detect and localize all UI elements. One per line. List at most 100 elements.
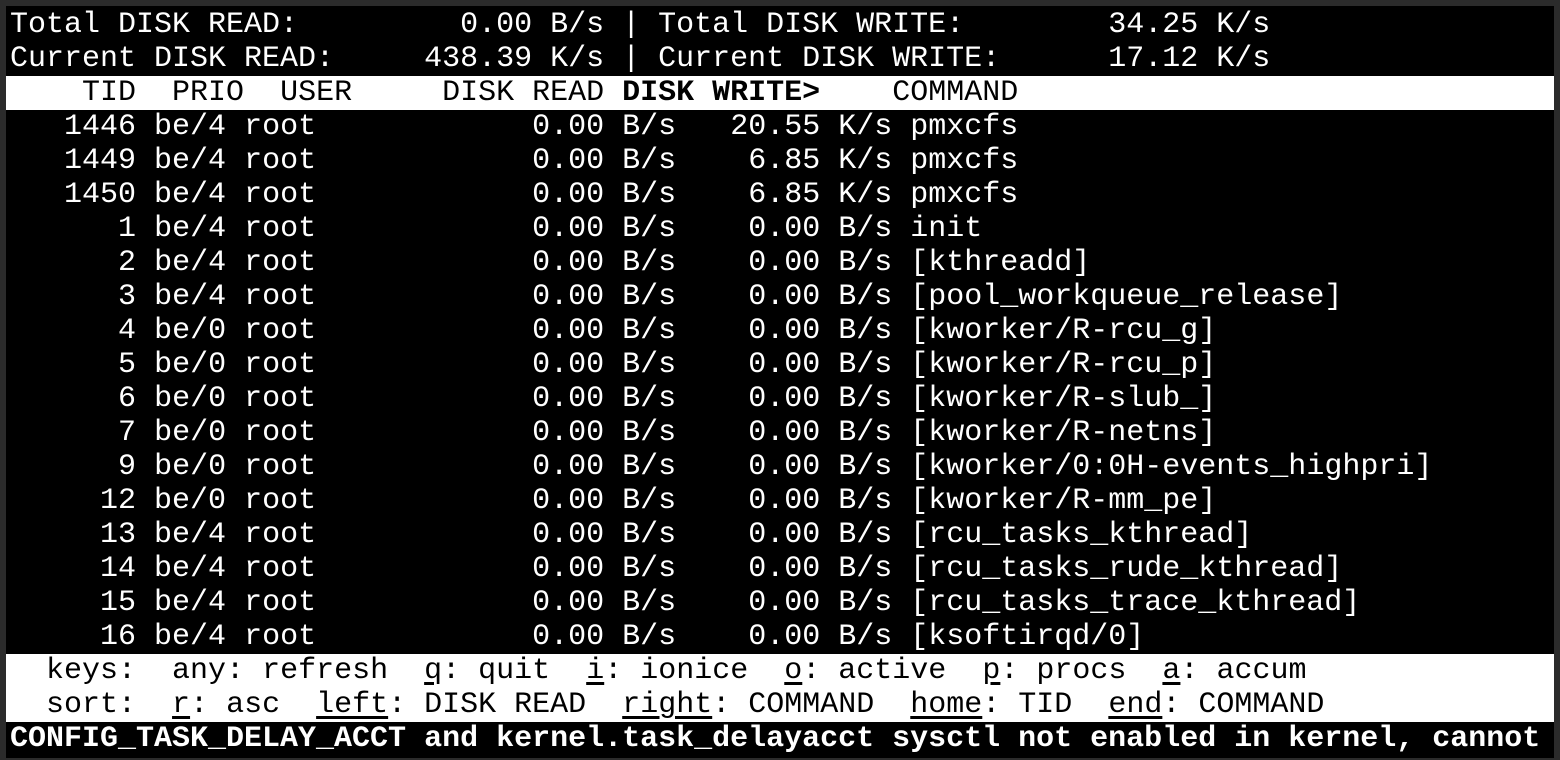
row-command: [kworker/R-mm_pe]	[910, 484, 1217, 518]
hotkey-right[interactable]: right	[622, 688, 713, 722]
process-row: 2 be/4 root 0.00 B/s 0.00 B/s [kthreadd]	[10, 246, 1554, 280]
hotkey-left[interactable]: left	[316, 688, 389, 722]
row-command: [rcu_tasks_kthread]	[910, 518, 1253, 552]
current-write-label: Current DISK WRITE:	[658, 42, 1001, 76]
hotkey-left-action: DISK READ	[424, 688, 587, 722]
process-row: 12 be/0 root 0.00 B/s 0.00 B/s [kworker/…	[10, 484, 1554, 518]
current-read-value: 438.39 K/s	[424, 42, 605, 76]
row-command: pmxcfs	[910, 178, 1019, 212]
row-disk-write: 0.00 B/s	[748, 450, 893, 484]
row-disk-read: 0.00 B/s	[532, 280, 677, 314]
row-command: [ksoftirqd/0]	[910, 620, 1145, 654]
column-disk-write[interactable]: DISK WRITE>	[622, 76, 821, 110]
row-disk-write: 0.00 B/s	[748, 246, 893, 280]
row-disk-write: 20.55 K/s	[730, 110, 893, 144]
row-user: root	[244, 110, 317, 144]
row-user: root	[244, 314, 317, 348]
column-user[interactable]: USER	[280, 76, 353, 110]
row-prio: be/4	[154, 552, 227, 586]
row-tid: 16	[100, 620, 137, 654]
hotkey-o[interactable]: o	[784, 654, 803, 688]
process-row: 6 be/0 root 0.00 B/s 0.00 B/s [kworker/R…	[10, 382, 1554, 416]
row-tid: 5	[118, 348, 137, 382]
row-prio: be/4	[154, 586, 227, 620]
row-disk-read: 0.00 B/s	[532, 144, 677, 178]
row-prio: be/0	[154, 314, 227, 348]
row-disk-read: 0.00 B/s	[532, 416, 677, 450]
keys-label: keys:	[46, 654, 137, 688]
row-disk-write: 0.00 B/s	[748, 586, 893, 620]
hotkey-q[interactable]: q	[424, 654, 443, 688]
row-user: root	[244, 280, 317, 314]
process-row: 9 be/0 root 0.00 B/s 0.00 B/s [kworker/0…	[10, 450, 1554, 484]
row-command: [kworker/R-slub_]	[910, 382, 1217, 416]
row-user: root	[244, 382, 317, 416]
row-user: root	[244, 484, 317, 518]
row-prio: be/4	[154, 144, 227, 178]
row-prio: be/4	[154, 178, 227, 212]
row-command: pmxcfs	[910, 144, 1019, 178]
row-command: [kworker/R-netns]	[910, 416, 1217, 450]
hotkey-i[interactable]: i	[586, 654, 605, 688]
total-write-value: 34.25 K/s	[1108, 8, 1271, 42]
row-command: [kworker/0:0H-events_highpri]	[910, 450, 1433, 484]
hotkey-end-action: COMMAND	[1198, 688, 1325, 722]
row-disk-write: 0.00 B/s	[748, 552, 893, 586]
hotkey-p-action: procs	[1036, 654, 1127, 688]
process-row: 15 be/4 root 0.00 B/s 0.00 B/s [rcu_task…	[10, 586, 1554, 620]
row-disk-write: 6.85 K/s	[748, 178, 893, 212]
column-disk-read[interactable]: DISK READ	[442, 76, 605, 110]
process-row: 5 be/0 root 0.00 B/s 0.00 B/s [kworker/R…	[10, 348, 1554, 382]
row-disk-read: 0.00 B/s	[532, 246, 677, 280]
row-prio: be/4	[154, 280, 227, 314]
row-command: [kworker/R-rcu_p]	[910, 348, 1217, 382]
row-user: root	[244, 178, 317, 212]
process-row: 1 be/4 root 0.00 B/s 0.00 B/s init	[10, 212, 1554, 246]
row-command: [pool_workqueue_release]	[910, 280, 1343, 314]
process-row: 13 be/4 root 0.00 B/s 0.00 B/s [rcu_task…	[10, 518, 1554, 552]
row-disk-write: 6.85 K/s	[748, 144, 893, 178]
row-disk-write: 0.00 B/s	[748, 518, 893, 552]
row-disk-read: 0.00 B/s	[532, 484, 677, 518]
hotkey-r-action: asc	[226, 688, 281, 722]
sort-label: sort:	[46, 688, 137, 722]
hotkey-r[interactable]: r	[172, 688, 191, 722]
column-command[interactable]: COMMAND	[892, 76, 1019, 110]
process-row: 1446 be/4 root 0.00 B/s 20.55 K/s pmxcfs	[10, 110, 1554, 144]
row-disk-write: 0.00 B/s	[748, 382, 893, 416]
row-prio: be/4	[154, 620, 227, 654]
hotkey-a[interactable]: a	[1162, 654, 1181, 688]
current-io-summary: Current DISK READ: 438.39 K/s | Current …	[10, 42, 1271, 76]
row-tid: 2	[118, 246, 137, 280]
hotkey-home[interactable]: home	[910, 688, 983, 722]
row-user: root	[244, 450, 317, 484]
process-row: 16 be/4 root 0.00 B/s 0.00 B/s [ksoftirq…	[10, 620, 1554, 654]
column-tid[interactable]: TID	[82, 76, 137, 110]
row-disk-write: 0.00 B/s	[748, 416, 893, 450]
row-prio: be/4	[154, 518, 227, 552]
hotkey-any-action: refresh	[262, 654, 389, 688]
row-disk-read: 0.00 B/s	[532, 620, 677, 654]
row-user: root	[244, 212, 317, 246]
row-command: init	[910, 212, 983, 246]
row-user: root	[244, 552, 317, 586]
total-read-value: 0.00 B/s	[460, 8, 605, 42]
hotkey-end[interactable]: end	[1108, 688, 1163, 722]
row-tid: 1450	[64, 178, 137, 212]
hotkey-q-action: quit	[478, 654, 551, 688]
column-header: TID PRIO USER DISK READ DISK WRITE> COMM…	[6, 76, 1554, 110]
hotkey-p[interactable]: p	[982, 654, 1001, 688]
row-disk-write: 0.00 B/s	[748, 212, 893, 246]
row-tid: 12	[100, 484, 137, 518]
row-command: [kthreadd]	[910, 246, 1091, 280]
row-prio: be/0	[154, 450, 227, 484]
hotkey-any[interactable]: any	[172, 654, 227, 688]
column-prio[interactable]: PRIO	[172, 76, 245, 110]
row-user: root	[244, 620, 317, 654]
row-tid: 3	[118, 280, 137, 314]
row-prio: be/4	[154, 110, 227, 144]
row-prio: be/0	[154, 348, 227, 382]
current-read-label: Current DISK READ:	[10, 42, 335, 76]
row-command: pmxcfs	[910, 110, 1019, 144]
row-tid: 4	[118, 314, 137, 348]
